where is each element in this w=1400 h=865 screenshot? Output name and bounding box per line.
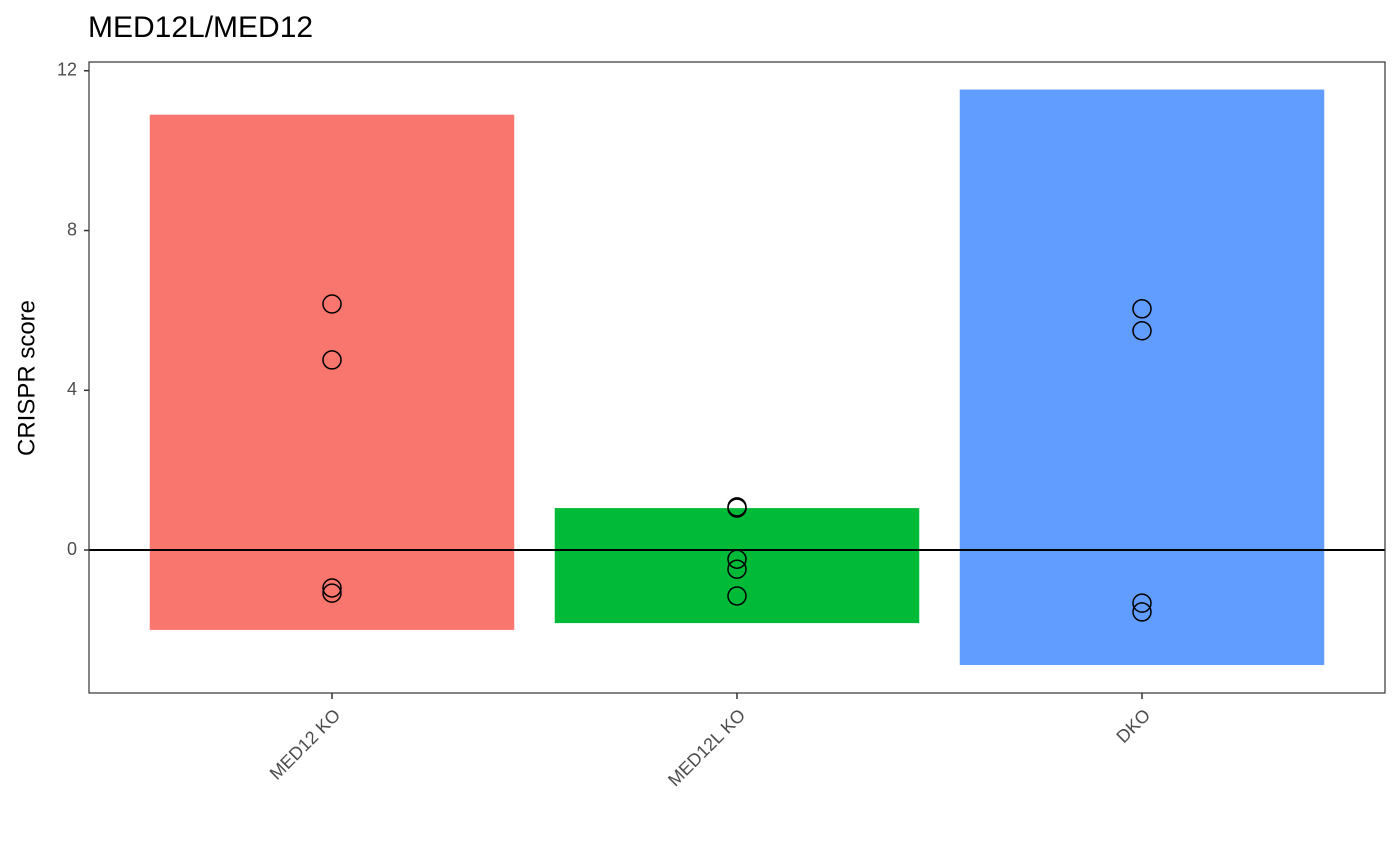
chart-title: MED12L/MED12 <box>88 11 313 44</box>
y-tick-label: 8 <box>67 219 77 239</box>
x-tick-label: MED12L KO <box>664 705 749 790</box>
bar <box>554 508 920 624</box>
data-point <box>1132 299 1152 319</box>
data-point <box>727 549 747 569</box>
data-point <box>1132 321 1152 341</box>
y-tick-label: 4 <box>67 379 77 399</box>
data-point <box>727 559 747 579</box>
data-point <box>1132 593 1152 613</box>
y-tick-label: 0 <box>67 539 77 559</box>
data-point <box>322 294 342 314</box>
x-tick-label: DKO <box>1112 705 1154 747</box>
data-point <box>322 583 342 603</box>
data-point <box>322 350 342 370</box>
y-axis-label: CRISPR score <box>13 300 40 456</box>
bar <box>149 114 515 630</box>
y-tick-label: 12 <box>57 60 77 80</box>
data-point <box>727 498 747 518</box>
data-point <box>727 586 747 606</box>
bar <box>959 89 1325 666</box>
data-point <box>322 578 342 598</box>
x-tick-label: MED12 KO <box>266 705 345 784</box>
data-point <box>1132 602 1152 622</box>
